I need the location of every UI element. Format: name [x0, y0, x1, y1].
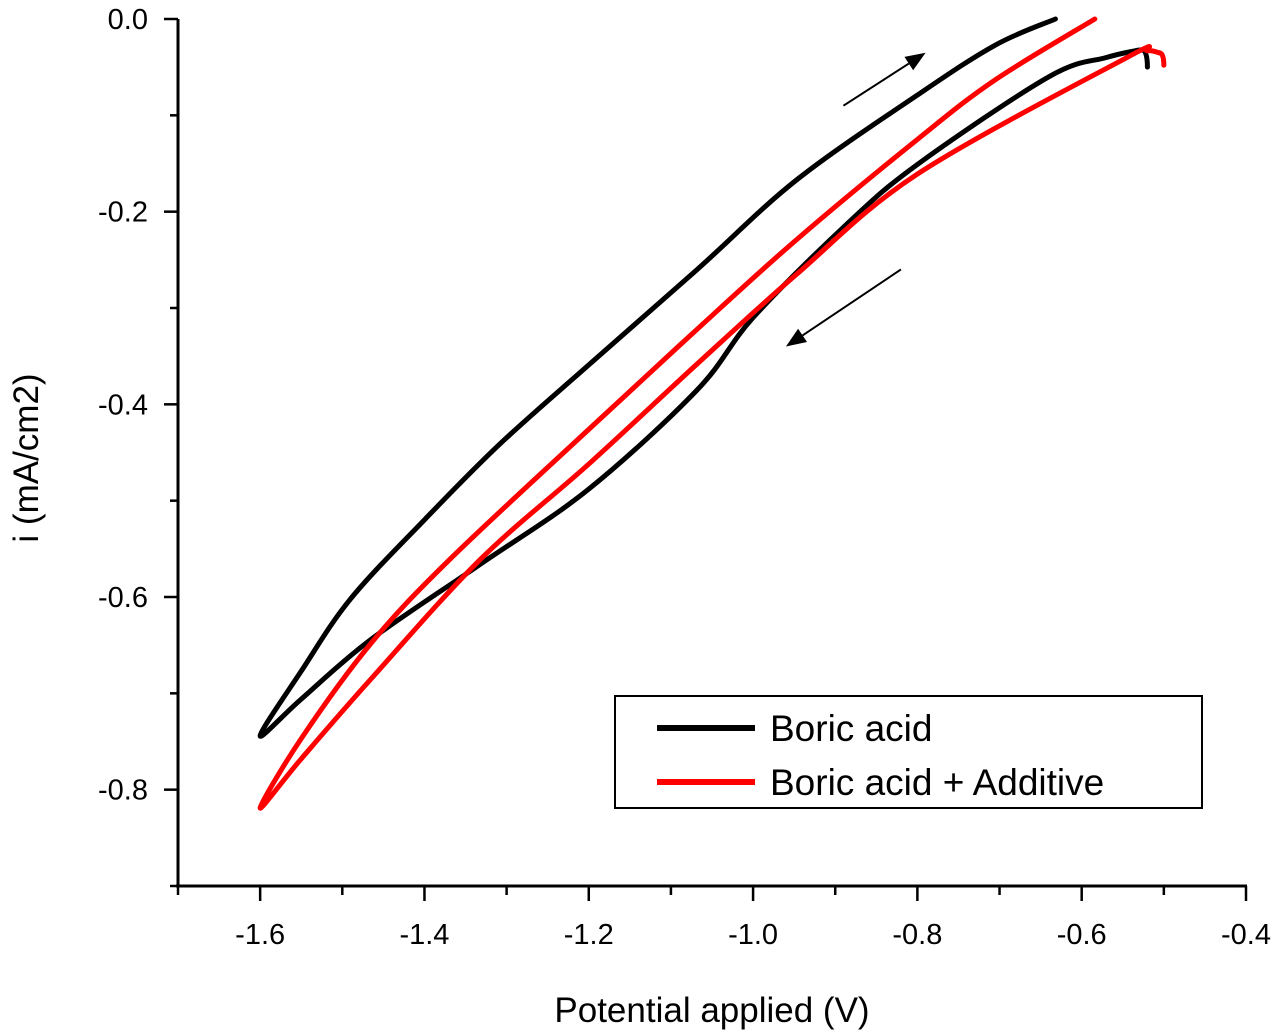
series-boric-acid [257, 16, 1145, 739]
axes: -1.6 -1.4 -1.2 -1.0 -0.8 -0.6 -0.4 0.0 -0.2 -0.4… [98, 4, 1271, 951]
y-tick-label: 0.0 [108, 4, 148, 36]
legend: Boric acid Boric acid + Additive [614, 695, 1203, 809]
x-tick-label: -1.6 [235, 919, 285, 951]
reverse-scan-arrow-shaft [801, 268, 902, 337]
scan-direction-arrows [785, 52, 926, 347]
x-axis-title: Potential applied (V) [554, 991, 869, 1030]
x-axis-ticks: -1.6 -1.4 -1.2 -1.0 -0.8 -0.6 -0.4 [176, 886, 1271, 951]
y-tick-label: -0.2 [98, 197, 148, 229]
y-tick-label: -0.6 [98, 582, 148, 614]
forward-scan-arrowhead-icon [904, 52, 926, 71]
y-axis-ticks: 0.0 -0.2 -0.4 -0.6 -0.8 [98, 4, 178, 888]
y-tick-label: -0.4 [98, 389, 148, 421]
reverse-scan-arrowhead-icon [785, 328, 808, 347]
series-boric-acid-additive-end-tail [1156, 50, 1167, 68]
legend-label-boric-acid-additive: Boric acid + Additive [770, 762, 1104, 803]
x-tick-label: -0.8 [892, 919, 942, 951]
x-tick-label: -0.4 [1221, 919, 1271, 951]
x-tick-label: -0.6 [1057, 919, 1107, 951]
legend-label-boric-acid: Boric acid [770, 708, 932, 749]
x-tick-label: -1.4 [399, 919, 449, 951]
y-tick-label: -0.8 [98, 775, 148, 807]
x-tick-label: -1.2 [564, 919, 614, 951]
y-axis-title: i (mA/cm2) [7, 373, 46, 542]
forward-scan-arrow-shaft [842, 62, 910, 107]
legend-box [614, 695, 1203, 809]
x-tick-label: -1.0 [728, 919, 778, 951]
plot-curves [257, 16, 1167, 811]
series-boric-acid-additive [257, 16, 1162, 811]
